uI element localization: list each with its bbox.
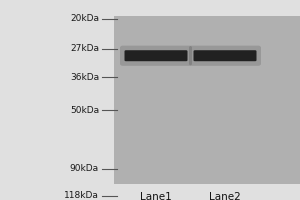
FancyBboxPatch shape xyxy=(189,46,261,66)
Text: 27kDa: 27kDa xyxy=(70,44,99,53)
Text: Lane1: Lane1 xyxy=(140,192,172,200)
Text: 118kDa: 118kDa xyxy=(64,191,99,200)
FancyBboxPatch shape xyxy=(124,50,188,61)
Bar xyxy=(114,16,300,184)
Text: 20kDa: 20kDa xyxy=(70,14,99,23)
Text: 50kDa: 50kDa xyxy=(70,106,99,115)
FancyBboxPatch shape xyxy=(194,50,256,61)
FancyBboxPatch shape xyxy=(120,46,192,66)
Text: 36kDa: 36kDa xyxy=(70,73,99,82)
Text: 90kDa: 90kDa xyxy=(70,164,99,173)
Text: Lane2: Lane2 xyxy=(209,192,241,200)
